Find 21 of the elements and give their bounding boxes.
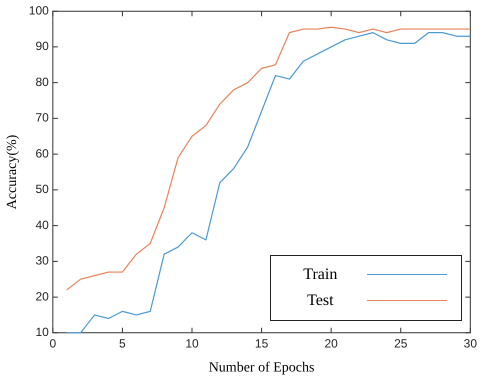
y-tick-label: 50: [35, 182, 50, 196]
x-tick-label: 15: [254, 336, 269, 350]
x-axis-title: Number of Epochs: [208, 360, 314, 376]
legend-label: Train: [302, 266, 338, 284]
y-axis-title: Accuracy(%): [5, 134, 20, 210]
x-tick-label: 0: [49, 336, 56, 350]
y-tick-label: 60: [35, 146, 50, 160]
x-tick-label: 5: [119, 336, 126, 350]
y-tick-label: 10: [35, 325, 50, 340]
legend-label: Test: [306, 292, 335, 310]
y-tick-label: 70: [35, 110, 50, 125]
x-tick-label: 20: [324, 336, 338, 350]
y-tick-label: 90: [35, 39, 50, 54]
y-tick-label: 20: [35, 289, 50, 304]
x-tick-label: 30: [464, 336, 478, 350]
x-tick-label: 25: [394, 336, 408, 350]
y-tick-label: 40: [35, 218, 50, 232]
y-tick-label: 80: [35, 74, 50, 89]
y-tick-label: 30: [35, 254, 50, 268]
y-tick-label: 100: [28, 4, 50, 18]
x-tick-label: 10: [185, 336, 199, 350]
